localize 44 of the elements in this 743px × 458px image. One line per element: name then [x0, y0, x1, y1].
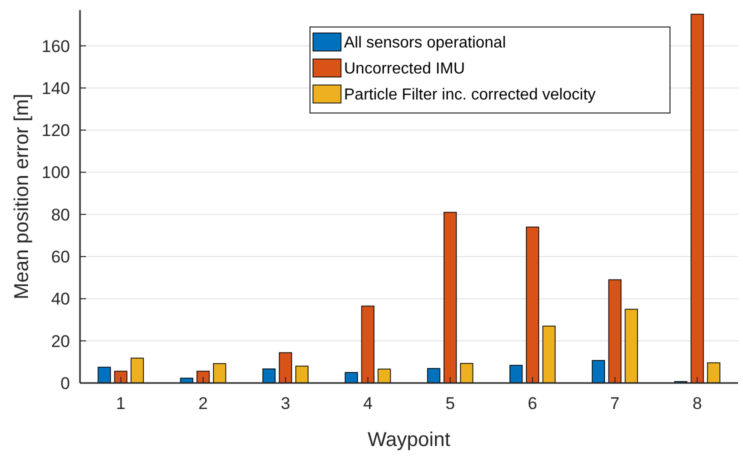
bar [378, 368, 391, 384]
x-tick-label: 2 [198, 394, 208, 413]
bar [690, 14, 704, 384]
bar [542, 326, 556, 384]
y-tick-label: 60 [51, 248, 70, 267]
bar [592, 360, 605, 384]
y-axis-title: Mean position error [m] [11, 94, 33, 300]
legend-label: All sensors operational [344, 34, 506, 52]
bar [262, 368, 276, 384]
legend-label: Particle Filter inc. corrected velocity [344, 86, 596, 104]
y-tick-label: 160 [42, 36, 70, 56]
x-tick-label: 8 [692, 394, 702, 413]
bar [444, 212, 457, 384]
bar [427, 368, 440, 384]
bar [460, 363, 474, 384]
x-tick-label: 4 [363, 394, 373, 413]
bar [130, 358, 144, 384]
bar [361, 306, 374, 384]
legend-label: Uncorrected IMU [344, 60, 465, 78]
bar [213, 363, 226, 384]
y-tick-label: 120 [42, 121, 70, 140]
bar [526, 226, 540, 384]
x-tick-label: 6 [528, 394, 538, 413]
bar [196, 370, 210, 384]
y-tick-label: 140 [42, 78, 70, 98]
bar [295, 366, 309, 384]
y-tick-label: 80 [51, 205, 70, 224]
x-tick-label: 1 [116, 394, 126, 413]
y-tick-label: 100 [42, 163, 70, 182]
bar [509, 364, 523, 384]
bar [98, 366, 111, 384]
y-tick-label: 40 [51, 290, 70, 309]
x-tick-label: 3 [280, 394, 290, 413]
x-tick-label: 5 [445, 394, 455, 413]
y-tick-label: 0 [60, 374, 70, 393]
x-tick-label: 7 [610, 394, 620, 413]
bar [344, 372, 358, 384]
y-tick-label: 20 [51, 332, 70, 351]
bar [608, 279, 622, 384]
x-axis-title: Waypoint [368, 429, 451, 451]
bar [278, 352, 292, 384]
bar [624, 308, 638, 384]
bar [707, 362, 720, 384]
bar [114, 370, 128, 384]
